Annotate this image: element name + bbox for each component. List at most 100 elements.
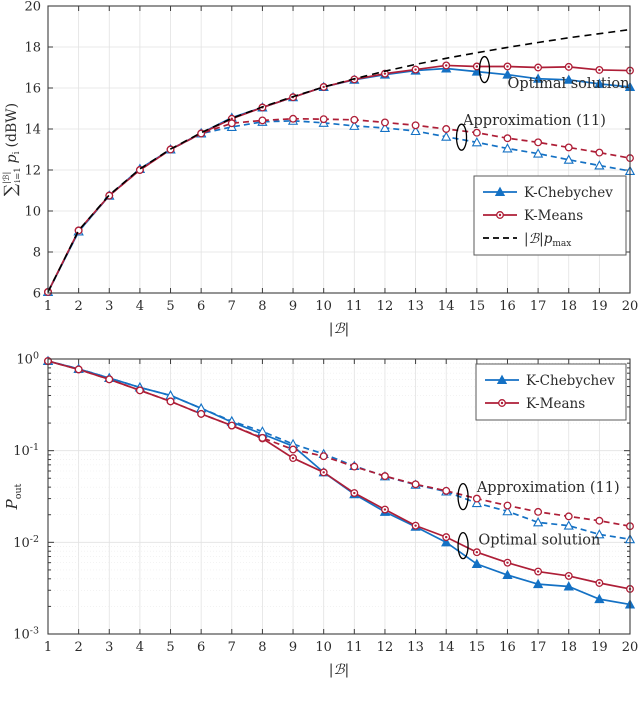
x-tick-label: 2 bbox=[74, 640, 82, 655]
data-point bbox=[442, 61, 451, 70]
legend-marker bbox=[496, 211, 504, 219]
data-point bbox=[534, 138, 543, 147]
data-point bbox=[258, 116, 267, 125]
x-tick-labels: 1 2 3 4 5 6 7 8 9 10 11 12 13 14 15 16 17 18 19 20 bbox=[44, 299, 638, 314]
data-point bbox=[319, 83, 328, 91]
svg-text:10-1: 10-1 bbox=[13, 442, 39, 459]
data-point bbox=[74, 226, 83, 235]
data-point bbox=[595, 516, 604, 525]
data-point bbox=[595, 579, 604, 587]
x-tick-label: 6 bbox=[197, 299, 205, 314]
data-point bbox=[197, 409, 206, 418]
data-point bbox=[166, 397, 175, 406]
y-tick-label: 6 bbox=[33, 287, 41, 302]
data-point bbox=[502, 505, 513, 516]
legend-marker bbox=[494, 186, 506, 196]
x-tick-label: 16 bbox=[499, 640, 516, 655]
x-tick-label: 4 bbox=[136, 299, 144, 314]
x-tick-label: 13 bbox=[407, 299, 424, 314]
annotation-label: Approximation (11) bbox=[476, 480, 620, 496]
x-axis-title: |ℬ| bbox=[329, 662, 349, 678]
legend-label: K-Chebychev bbox=[524, 185, 613, 201]
legend-label: K-Chebychev bbox=[526, 373, 615, 389]
x-tick-label: 15 bbox=[469, 299, 486, 314]
top-chart-svg: 1 2 3 4 5 6 7 8 9 10 11 12 13 14 15 16 17 18 19 20681012141… bbox=[1, 0, 638, 337]
data-point bbox=[594, 78, 605, 88]
data-point bbox=[350, 462, 359, 471]
legend-item[interactable]: K-Chebychev bbox=[483, 185, 613, 201]
x-axis-title: |ℬ| bbox=[329, 321, 349, 337]
data-point bbox=[534, 63, 543, 72]
data-point bbox=[380, 472, 389, 481]
data-point bbox=[227, 421, 236, 430]
data-point bbox=[411, 521, 420, 530]
legend-item[interactable]: K-Chebychev bbox=[485, 373, 615, 389]
data-point bbox=[472, 128, 481, 137]
bottom-chart-svg: 1 2 3 4 5 6 7 8 9 10 11 12 13 14 15 16 17 18 19 2010-310-21… bbox=[3, 351, 639, 678]
x-tick-label: 17 bbox=[530, 640, 547, 655]
data-point bbox=[471, 136, 482, 147]
data-point bbox=[594, 160, 605, 170]
x-tick-label: 20 bbox=[622, 299, 639, 314]
legend: K-Chebychev K-Means |ℬ|pmax bbox=[473, 175, 627, 256]
annotations: Approximation (11) Optimal solution bbox=[457, 480, 620, 560]
x-tick-label: 14 bbox=[438, 640, 455, 655]
plot-frame bbox=[47, 358, 631, 635]
data-point bbox=[135, 386, 144, 395]
legend-label: K-Means bbox=[526, 396, 585, 412]
x-tick-label: 3 bbox=[105, 640, 113, 655]
annotation-ellipse bbox=[478, 55, 491, 84]
legend-box bbox=[475, 363, 627, 421]
data-point bbox=[532, 578, 544, 589]
x-tick-label: 20 bbox=[622, 640, 639, 655]
x-tick-label: 1 bbox=[44, 640, 52, 655]
data-point bbox=[319, 468, 328, 477]
y-tick-label: 12 bbox=[24, 164, 41, 179]
legend-label: K-Means bbox=[524, 208, 583, 224]
x-tick-label: 14 bbox=[438, 299, 455, 314]
legend-item[interactable]: K-Means bbox=[485, 396, 585, 412]
x-tick-label: 7 bbox=[228, 299, 236, 314]
svg-text:100: 100 bbox=[16, 351, 39, 368]
data-point bbox=[471, 558, 482, 569]
data-point bbox=[349, 120, 360, 130]
data-point bbox=[442, 125, 451, 133]
data-point bbox=[227, 119, 236, 128]
data-point bbox=[472, 548, 481, 557]
x-tick-label: 18 bbox=[560, 299, 577, 314]
y-tick-label: 10-3 bbox=[13, 626, 39, 643]
data-point bbox=[503, 134, 512, 143]
y-tick-labels: 6 8 10 12 14 16 18 20 bbox=[24, 0, 41, 302]
data-point bbox=[410, 125, 421, 136]
data-point bbox=[105, 375, 114, 384]
x-tick-label: 8 bbox=[258, 640, 266, 655]
annotations: Optimal solution Approximation (11) bbox=[455, 55, 629, 151]
y-tick-label: 10 bbox=[24, 205, 41, 220]
data-point bbox=[471, 497, 482, 508]
y-tick-label: 18 bbox=[24, 41, 41, 56]
annotation-ellipse bbox=[457, 532, 469, 560]
legend-item[interactable]: |ℬ|pmax bbox=[483, 231, 571, 249]
series-group bbox=[42, 28, 636, 296]
data-point bbox=[289, 114, 298, 123]
data-point bbox=[380, 118, 389, 127]
y-tick-label: 10-1 bbox=[13, 442, 39, 459]
data-point bbox=[532, 148, 544, 158]
data-point bbox=[532, 73, 544, 83]
data-point bbox=[289, 445, 298, 454]
data-point bbox=[595, 148, 604, 157]
legend-label: |ℬ|pmax bbox=[524, 231, 571, 249]
data-point bbox=[319, 452, 328, 461]
data-point bbox=[502, 143, 513, 153]
data-point bbox=[411, 65, 420, 74]
data-point bbox=[502, 569, 513, 580]
data-point bbox=[564, 62, 573, 71]
data-point bbox=[319, 115, 328, 124]
legend-marker bbox=[498, 399, 506, 407]
y-tick-label: 100 bbox=[16, 351, 39, 368]
annotation-ellipse bbox=[457, 483, 469, 511]
series-line-top-4 bbox=[47, 28, 631, 293]
data-point bbox=[411, 480, 420, 489]
x-tick-label: 11 bbox=[346, 299, 363, 314]
legend-item[interactable]: K-Means bbox=[483, 208, 583, 224]
